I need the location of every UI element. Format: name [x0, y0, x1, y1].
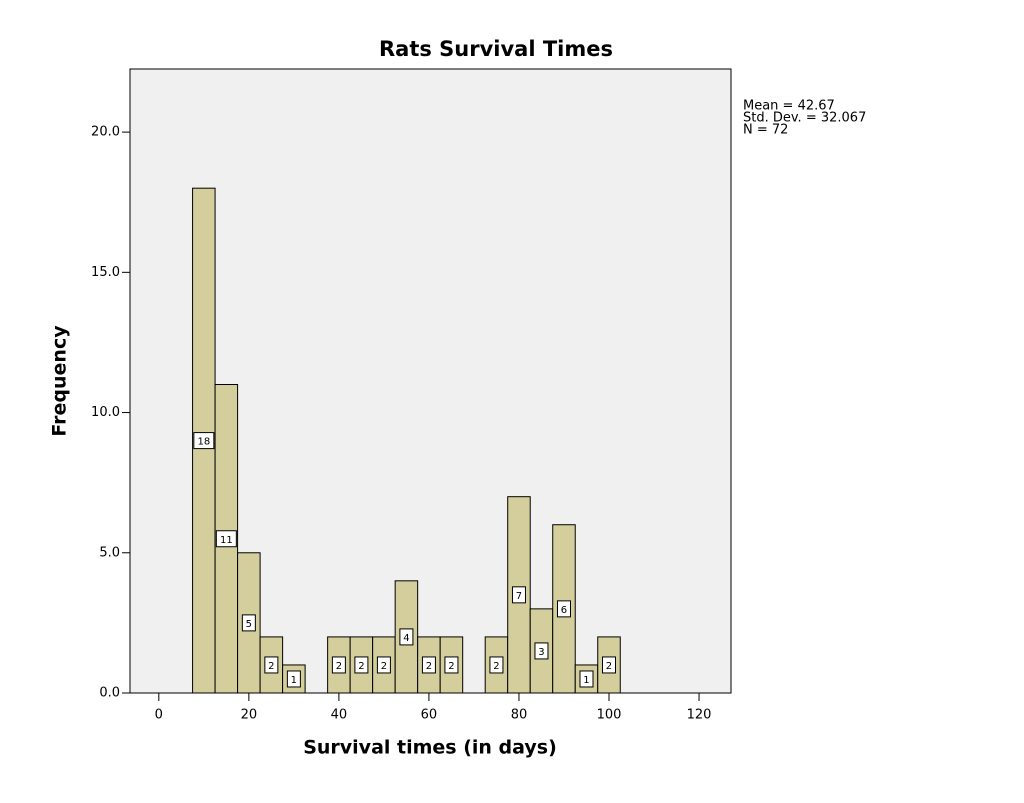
value-label-box	[215, 530, 237, 548]
value-label-box	[534, 642, 549, 660]
stats-note: Std. Dev. = 32.067	[743, 111, 866, 126]
value-label: 2	[426, 661, 432, 672]
x-axis-title: Survival times (in days)	[303, 737, 557, 759]
y-tick-label: 0.0	[99, 686, 120, 701]
value-label-box	[193, 432, 215, 450]
value-label-box	[511, 586, 526, 604]
value-label: 2	[336, 661, 342, 672]
value-label-box	[601, 656, 616, 674]
value-label-box	[489, 656, 504, 674]
value-label: 18	[197, 437, 210, 448]
x-tick-label: 20	[241, 708, 258, 723]
chart-title: Rats Survival Times	[379, 37, 613, 61]
value-label: 5	[246, 619, 252, 630]
value-label: 11	[220, 535, 233, 546]
value-label-box	[556, 600, 571, 618]
value-label-box	[421, 656, 436, 674]
value-label-box	[354, 656, 369, 674]
x-tick-label: 80	[511, 708, 528, 723]
value-label: 2	[268, 661, 274, 672]
y-tick-label: 20.0	[91, 125, 120, 140]
y-axis-title: Frequency	[49, 325, 71, 437]
value-label: 2	[358, 661, 364, 672]
value-label-box	[376, 656, 391, 674]
x-tick-label: 0	[155, 708, 163, 723]
stats-note: Mean = 42.67	[743, 99, 835, 114]
x-tick-label: 100	[597, 708, 622, 723]
y-tick-label: 15.0	[91, 265, 120, 280]
value-label: 6	[561, 605, 567, 616]
value-label: 7	[516, 591, 522, 602]
value-label-box	[444, 656, 459, 674]
value-label-box	[286, 670, 301, 688]
stats-note: N = 72	[743, 123, 788, 138]
value-label-box	[579, 670, 594, 688]
y-tick-label: 5.0	[99, 545, 120, 560]
x-tick-label: 60	[421, 708, 438, 723]
value-label-box	[264, 656, 279, 674]
x-tick-label: 40	[331, 708, 348, 723]
value-label: 2	[448, 661, 454, 672]
value-label-box	[399, 628, 414, 646]
value-label: 3	[538, 647, 544, 658]
value-label: 1	[291, 675, 297, 686]
value-label-box	[331, 656, 346, 674]
value-label: 4	[403, 633, 409, 644]
x-tick-label: 120	[687, 708, 712, 723]
value-label: 1	[583, 675, 589, 686]
value-label: 2	[606, 661, 612, 672]
y-tick-label: 10.0	[91, 405, 120, 420]
value-label: 2	[381, 661, 387, 672]
value-label-box	[241, 614, 256, 632]
value-label: 2	[493, 661, 499, 672]
